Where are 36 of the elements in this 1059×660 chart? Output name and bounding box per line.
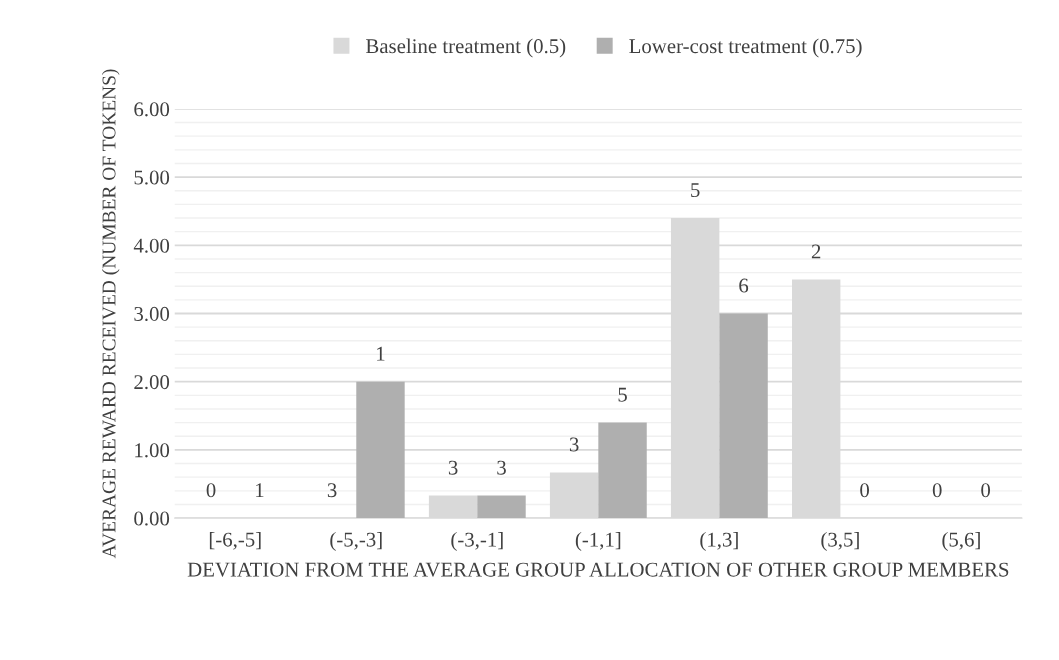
y-tick-label: 5.00 bbox=[134, 170, 170, 185]
annotation: 2 bbox=[811, 244, 821, 259]
bar bbox=[719, 313, 768, 519]
y-tick-label: 0.00 bbox=[134, 511, 170, 526]
annotation: 5 bbox=[618, 387, 627, 402]
annotation: 3 bbox=[569, 437, 579, 452]
legend-label: Baseline treatment (0.5) bbox=[366, 38, 566, 58]
y-tick-label: 6.00 bbox=[134, 102, 170, 117]
annotation: 3 bbox=[448, 460, 458, 475]
annotation: 0 bbox=[932, 483, 942, 498]
annotation: 0 bbox=[206, 483, 216, 498]
y-axis-title: AVERAGE REWARD RECEIVED (NUMBER OF TOKENS) bbox=[101, 69, 120, 559]
y-tick-label: 1.00 bbox=[135, 443, 170, 458]
x-axis-title: DEVIATION FROM THE AVERAGE GROUP ALLOCATION OF OTHER GROUP MEMBERS bbox=[187, 562, 1009, 577]
x-tick-label: (1,3] bbox=[700, 531, 738, 551]
annotation: 3 bbox=[327, 483, 337, 498]
bar bbox=[477, 495, 526, 519]
y-tick-label: 3.00 bbox=[134, 306, 170, 322]
annotation: 0 bbox=[860, 483, 870, 498]
bar bbox=[356, 381, 405, 519]
x-tick-label: [-6,-5] bbox=[209, 531, 261, 550]
y-tick-label: 2.00 bbox=[134, 375, 170, 390]
annotation: 6 bbox=[739, 278, 749, 293]
x-tick-label: (-1,1] bbox=[575, 531, 621, 551]
bar bbox=[598, 422, 647, 519]
annotation: 1 bbox=[256, 483, 264, 497]
x-tick-label: (5,6] bbox=[942, 531, 980, 551]
annotation: 3 bbox=[497, 460, 506, 475]
y-tick-label: 4.00 bbox=[133, 238, 170, 253]
legend-label: Lower-cost treatment (0.75) bbox=[629, 38, 862, 58]
annotation: 0 bbox=[981, 483, 991, 498]
x-tick-label: (-3,-1] bbox=[451, 531, 503, 551]
annotation: 5 bbox=[691, 183, 700, 198]
annotation: 1 bbox=[377, 346, 385, 361]
x-tick-label: (-5,-3] bbox=[330, 531, 382, 551]
x-tick-label: (3,5] bbox=[821, 531, 859, 551]
